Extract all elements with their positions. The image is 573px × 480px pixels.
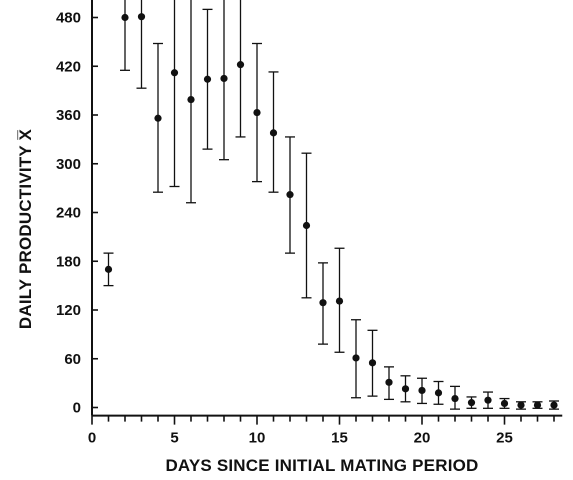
x-tick-label: 15 bbox=[331, 430, 348, 447]
data-point bbox=[451, 394, 459, 403]
data-point bbox=[467, 399, 476, 407]
data-point bbox=[236, 61, 245, 69]
x-axis-title: DAYS SINCE INITIAL MATING PERIOD bbox=[165, 456, 478, 475]
data-point bbox=[335, 297, 344, 305]
data-point bbox=[500, 399, 509, 408]
y-tick-label: 420 bbox=[56, 58, 81, 75]
data-point bbox=[286, 191, 294, 199]
data-point bbox=[484, 396, 492, 404]
data-point bbox=[352, 354, 360, 362]
data-marks bbox=[103, 0, 559, 410]
y-tick-label: 360 bbox=[56, 107, 81, 124]
data-point bbox=[203, 75, 212, 83]
y-tick-label: 180 bbox=[56, 253, 81, 270]
data-point bbox=[319, 299, 327, 307]
x-tick-label: 20 bbox=[414, 430, 431, 447]
y-tick-label: 300 bbox=[56, 156, 81, 173]
y-tick-label: 480 bbox=[56, 10, 81, 27]
data-point bbox=[368, 359, 377, 367]
data-point bbox=[104, 265, 113, 273]
y-tick-label: 240 bbox=[56, 205, 81, 222]
data-point bbox=[121, 13, 129, 22]
data-point bbox=[137, 13, 146, 21]
x-tick-label: 10 bbox=[249, 430, 266, 447]
data-point bbox=[154, 114, 162, 122]
x-tick-label: 5 bbox=[170, 430, 178, 447]
data-point bbox=[170, 69, 179, 77]
y-tick-label: 120 bbox=[56, 302, 81, 319]
x-tick-label: 0 bbox=[88, 430, 96, 447]
data-point bbox=[220, 74, 228, 83]
data-point bbox=[269, 129, 278, 137]
data-point bbox=[434, 389, 443, 397]
x-tick-label: 25 bbox=[496, 430, 513, 447]
data-point bbox=[385, 378, 393, 386]
data-point bbox=[533, 401, 542, 409]
y-axis-title: DAILY PRODUCTIVITY X̅ bbox=[16, 128, 35, 329]
data-point bbox=[517, 401, 525, 409]
data-point bbox=[550, 401, 558, 409]
data-point bbox=[401, 385, 410, 393]
data-point bbox=[187, 95, 195, 104]
y-tick-label: 60 bbox=[64, 351, 81, 368]
data-point bbox=[253, 108, 261, 117]
data-point bbox=[418, 386, 426, 395]
axes: 0601201802403003604204805400510152025 bbox=[56, 0, 563, 447]
y-tick-label: 0 bbox=[73, 400, 81, 417]
data-point bbox=[302, 221, 311, 230]
